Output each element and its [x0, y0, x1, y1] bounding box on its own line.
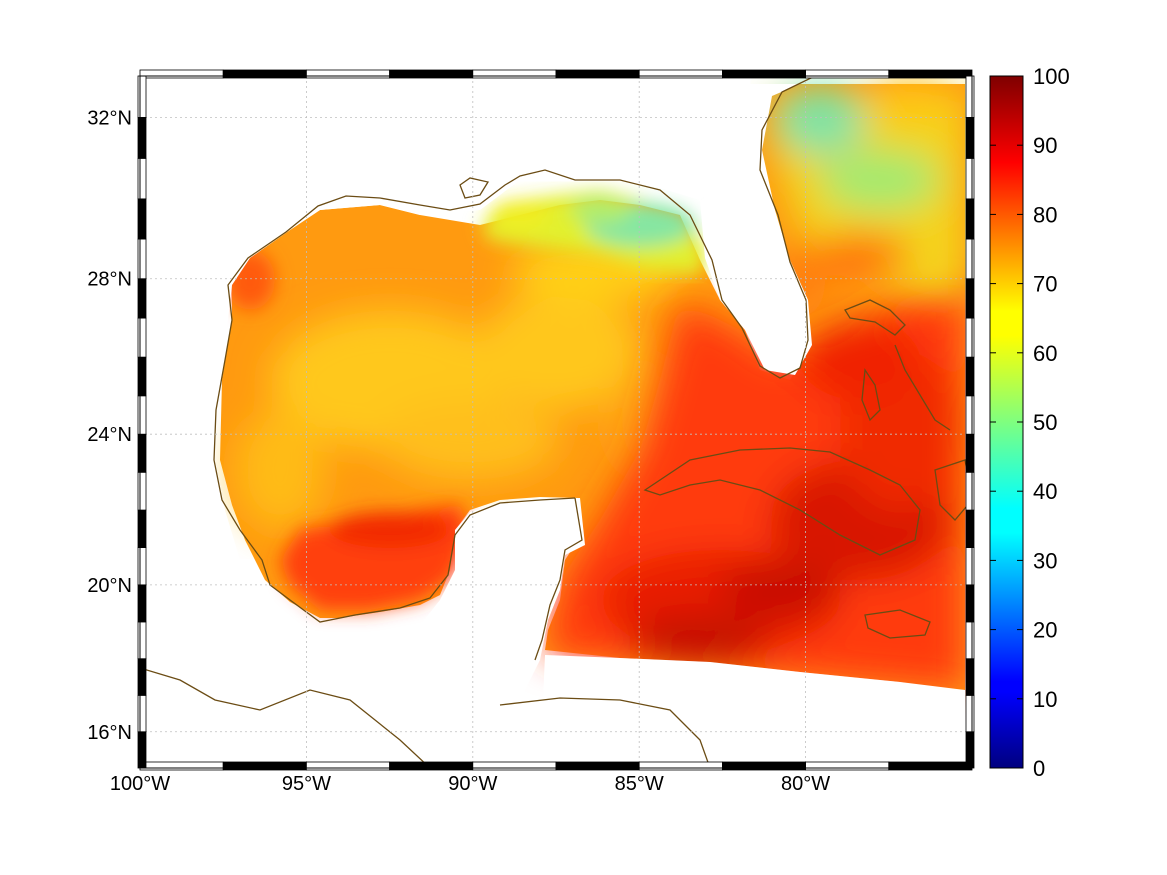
frame-segment — [472, 69, 557, 79]
lon-tick-label: 95°W — [282, 773, 331, 795]
frame-segment — [139, 69, 224, 79]
coastlines — [140, 76, 972, 768]
frame-segment — [137, 509, 147, 548]
lat-tick-label: 28°N — [87, 269, 132, 291]
frame-segment — [965, 278, 975, 319]
frame-segment — [722, 69, 807, 79]
frame-segment — [965, 238, 975, 280]
frame-segment — [965, 356, 975, 397]
frame-segment — [805, 761, 890, 771]
frame-segment — [137, 471, 147, 511]
frame-segment — [305, 69, 390, 79]
frame-segment — [137, 584, 147, 623]
frame-segment — [389, 69, 474, 79]
frame-segment — [137, 621, 147, 660]
lon-tick-label: 100°W — [110, 773, 170, 795]
frame-segment — [965, 658, 975, 696]
frame-segment — [965, 317, 975, 358]
frame-segment — [137, 694, 147, 733]
frame-segment — [888, 69, 973, 79]
lat-tick-label: 24°N — [87, 424, 132, 446]
frame-segment — [137, 547, 147, 586]
frame-segment — [472, 761, 557, 771]
frame-segment — [305, 761, 390, 771]
lat-tick-label: 32°N — [87, 107, 132, 129]
central-america-coast — [140, 667, 431, 768]
land-mask — [140, 76, 965, 768]
frame-segment — [137, 658, 147, 696]
gridlines — [140, 76, 972, 768]
frame-segment — [965, 471, 975, 511]
frame-segment — [965, 509, 975, 548]
lat-tick-labels: 32°N 28°N 24°N 20°N 16°N — [87, 107, 132, 743]
frame-segment — [805, 69, 890, 79]
cuba — [643, 447, 921, 556]
gulf-coastline — [227, 76, 816, 379]
data-field — [140, 76, 965, 768]
frame-segment — [222, 761, 307, 771]
yucatan-east-coast — [534, 497, 583, 661]
colorbar-tick-label: 40 — [1033, 479, 1057, 504]
colorbar-tick-label: 60 — [1033, 341, 1057, 366]
colorbar-tick-label: 90 — [1033, 133, 1057, 158]
colorbar-tick-label: 80 — [1033, 202, 1057, 227]
frame-segment — [965, 433, 975, 473]
frame-segment — [555, 761, 640, 771]
lon-tick-label: 80°W — [781, 773, 830, 795]
map-frame — [137, 69, 975, 771]
plot-border — [139, 75, 973, 769]
frame-segment — [965, 198, 975, 240]
frame-segment — [965, 395, 975, 435]
bahamas-andros — [861, 368, 881, 422]
lon-tick-label: 90°W — [448, 773, 497, 795]
frame-segment — [137, 238, 147, 280]
frame-segment — [137, 433, 147, 473]
mexico-coastline — [213, 319, 576, 623]
frame-segment — [722, 761, 807, 771]
frame-segment — [965, 621, 975, 660]
colorbar-tick-label: 30 — [1033, 548, 1057, 573]
frame-segment — [965, 547, 975, 586]
frame-segment — [638, 761, 723, 771]
hispaniola — [934, 459, 972, 521]
frame-segment — [137, 317, 147, 358]
lat-tick-label: 16°N — [87, 722, 132, 744]
frame-segment — [139, 761, 224, 771]
colorbar-tick-label: 0 — [1033, 756, 1045, 781]
colorbar-tick-label: 20 — [1033, 618, 1057, 643]
frame-segment — [137, 75, 147, 118]
bahamas-eleuthera — [894, 344, 951, 431]
honduras-coast — [499, 697, 711, 768]
lon-tick-label: 85°W — [615, 773, 664, 795]
lon-tick-labels: 100°W 95°W 90°W 85°W 80°W — [110, 773, 830, 795]
frame-segment — [888, 761, 973, 771]
jamaica — [864, 609, 931, 639]
frame-segment — [137, 731, 147, 769]
frame-segment — [555, 69, 640, 79]
lat-tick-label: 20°N — [87, 575, 132, 597]
frame-segment — [389, 761, 474, 771]
colorbar-tick-label: 100 — [1033, 64, 1070, 89]
frame-segment — [137, 117, 147, 159]
frame-segment — [965, 75, 975, 118]
frame-segment — [965, 731, 975, 769]
frame-segment — [137, 198, 147, 240]
frame-segment — [965, 584, 975, 623]
mississippi-delta — [459, 177, 490, 199]
frame-segment — [137, 395, 147, 435]
frame-segment — [137, 278, 147, 319]
frame-segment — [965, 157, 975, 200]
colorbar-tick-label: 70 — [1033, 272, 1057, 297]
colorbar-tick-label: 50 — [1033, 410, 1057, 435]
colorbar-tick-label: 10 — [1033, 687, 1057, 712]
frame-segment — [965, 694, 975, 733]
frame-segment — [137, 356, 147, 397]
frame-segment — [137, 157, 147, 200]
frame-segment — [222, 69, 307, 79]
colorbar-tick-labels: 0 10 20 30 40 50 60 70 80 90 100 — [990, 64, 1070, 781]
bahamas-abaco — [844, 299, 906, 336]
frame-segment — [638, 69, 723, 79]
frame-segment — [965, 117, 975, 159]
